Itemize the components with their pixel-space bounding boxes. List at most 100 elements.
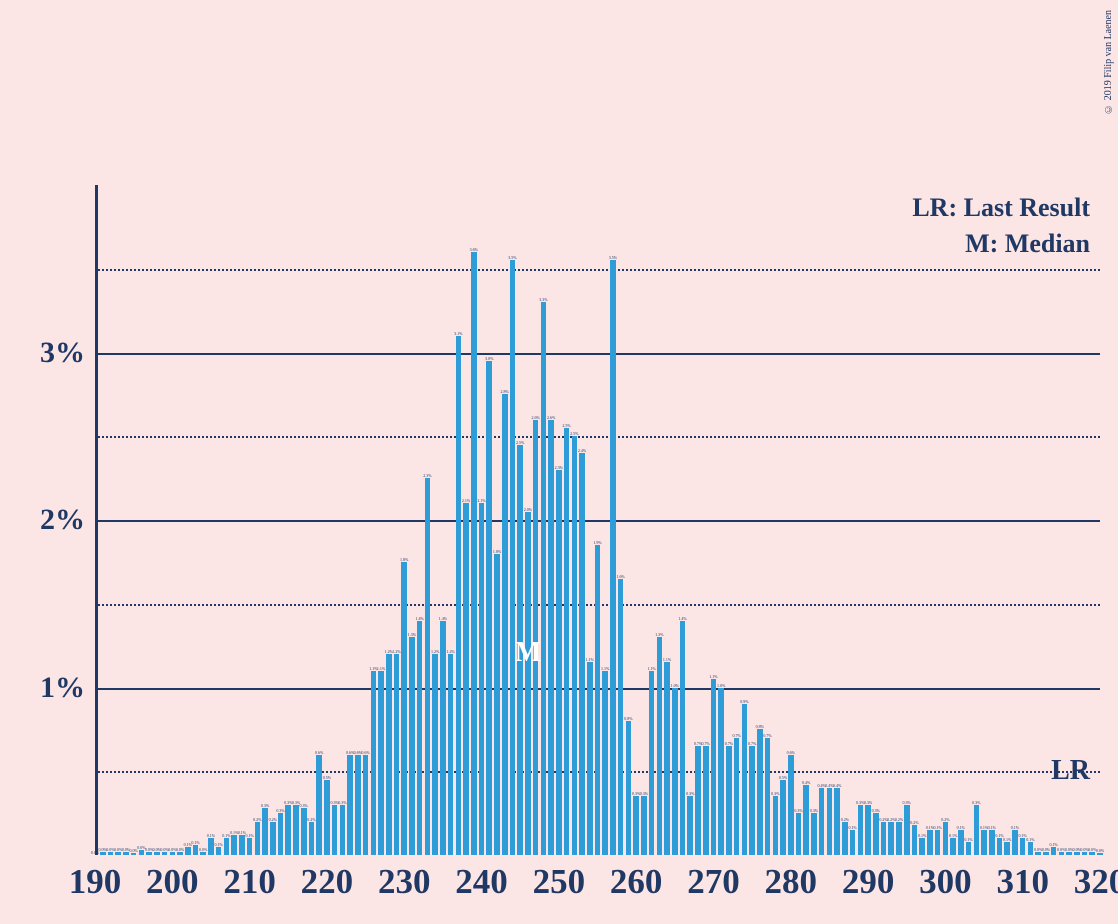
bar-value-label: 0.1%: [964, 837, 972, 842]
bar: 1.2%: [448, 654, 454, 855]
bar: 0.7%: [726, 746, 732, 855]
bar-value-label: 0.6%: [361, 750, 369, 755]
bar: 0.0%: [154, 852, 160, 855]
bar-value-label: 2.5%: [562, 423, 570, 428]
bar-value-label: 1.2%: [446, 649, 454, 654]
bar-value-label: 1.4%: [678, 616, 686, 621]
bar: 0.0%: [1043, 852, 1049, 855]
bar: 0.0%: [1089, 852, 1095, 855]
bar: 0.0%: [1035, 852, 1041, 855]
bar: 1.2%: [394, 654, 400, 855]
bar: 0.1%: [950, 838, 956, 855]
bar: 0.9%: [742, 704, 748, 855]
bar: 3.5%: [610, 260, 616, 855]
bar-value-label: 0.7%: [732, 733, 740, 738]
bar: 0.4%: [803, 785, 809, 855]
bar: 2.1%: [463, 503, 469, 855]
x-axis-label: 250: [533, 862, 586, 902]
bar: 3.0%: [486, 361, 492, 855]
bar-value-label: 0.2%: [841, 817, 849, 822]
bar: 2.3%: [556, 470, 562, 855]
bar: 0.1%: [193, 845, 199, 855]
bar: 0.0%: [100, 852, 106, 855]
bar-value-label: 2.5%: [516, 440, 524, 445]
bar: 1.1%: [711, 679, 717, 855]
bar-value-label: 1.4%: [439, 616, 447, 621]
bar-value-label: 0.1%: [1026, 837, 1034, 842]
bar: 0.3%: [858, 805, 864, 855]
bar-value-label: 1.0%: [717, 683, 725, 688]
bar-value-label: 3.6%: [470, 247, 478, 252]
bar: 0.1%: [1020, 838, 1026, 855]
bar: 0.3%: [796, 813, 802, 855]
bar-value-label: 2.0%: [524, 507, 532, 512]
bar: 0.3%: [811, 813, 817, 855]
bar: 1.1%: [378, 671, 384, 855]
bar-value-label: 0.0%: [199, 847, 207, 852]
bar: 0.3%: [332, 805, 338, 855]
y-axis-label: 3%: [30, 336, 85, 370]
bar-value-label: 0.2%: [895, 817, 903, 822]
bar-value-label: 0.7%: [725, 741, 733, 746]
bar-value-label: 0.3%: [338, 800, 346, 805]
bar: 3.3%: [541, 302, 547, 855]
bar: 0.2%: [912, 825, 918, 855]
bar: 1.0%: [718, 688, 724, 856]
bar: 0.6%: [363, 755, 369, 856]
bar: 0.3%: [262, 808, 268, 855]
bar: 2.5%: [572, 436, 578, 855]
bar: 0.2%: [943, 822, 949, 856]
bar-value-label: 0.3%: [640, 791, 648, 796]
bar: 0.1%: [185, 847, 191, 855]
bar: 0.0%: [1097, 853, 1103, 855]
bar: 0.6%: [316, 755, 322, 856]
x-axis-label: 200: [146, 862, 199, 902]
bar-value-label: 2.1%: [462, 498, 470, 503]
chart-plot-area: 1%2%3% 0.0%0.0%0.0%0.0%0.0%0.0%0.0%0.0%0…: [95, 185, 1100, 855]
bar: 0.2%: [881, 822, 887, 856]
bar: 0.3%: [633, 796, 639, 855]
bar: 0.2%: [309, 822, 315, 856]
bar-value-label: 0.5%: [323, 775, 331, 780]
bar: 0.1%: [1012, 830, 1018, 855]
bar: 0.1%: [981, 830, 987, 855]
bar: 0.1%: [919, 838, 925, 855]
bar-value-label: 0.0%: [1042, 847, 1050, 852]
bar-value-label: 0.0%: [1096, 848, 1104, 853]
bar-value-label: 0.1%: [933, 825, 941, 830]
bar-value-label: 0.4%: [833, 783, 841, 788]
bar-value-label: 2.8%: [501, 389, 509, 394]
bar: 0.2%: [896, 822, 902, 856]
bar: 3.1%: [456, 336, 462, 855]
bar-value-label: 0.1%: [1003, 837, 1011, 842]
bar: 1.1%: [649, 671, 655, 855]
bar: 1.8%: [401, 562, 407, 855]
bar: 0.0%: [123, 852, 129, 855]
bar-value-label: 0.3%: [686, 791, 694, 796]
y-axis-label: 1%: [30, 671, 85, 705]
bar: 0.1%: [247, 838, 253, 855]
bar-value-label: 0.8%: [624, 716, 632, 721]
bar: 0.1%: [850, 830, 856, 855]
bar-value-label: 0.3%: [276, 808, 284, 813]
bar-value-label: 2.5%: [570, 431, 578, 436]
bar: 1.4%: [417, 621, 423, 856]
x-axis-label: 320: [1074, 862, 1118, 902]
bar: 0.3%: [904, 805, 910, 855]
bar-value-label: 0.1%: [988, 825, 996, 830]
bar: 0.4%: [834, 788, 840, 855]
bar-value-label: 1.2%: [431, 649, 439, 654]
bar: 0.0%: [200, 852, 206, 855]
bar: 0.7%: [695, 746, 701, 855]
bar-value-label: 0.7%: [702, 741, 710, 746]
bar-value-label: 0.3%: [771, 791, 779, 796]
bar: 0.0%: [1059, 852, 1065, 855]
bar: 0.0%: [1082, 852, 1088, 855]
bar: 0.2%: [842, 822, 848, 856]
bar: 1.3%: [657, 637, 663, 855]
bar-value-label: 2.6%: [531, 415, 539, 420]
copyright-text: © 2019 Filip van Laenen: [1103, 10, 1114, 114]
bar: 0.5%: [780, 780, 786, 855]
bar-value-label: 1.8%: [493, 549, 501, 554]
bar: 0.1%: [239, 835, 245, 855]
